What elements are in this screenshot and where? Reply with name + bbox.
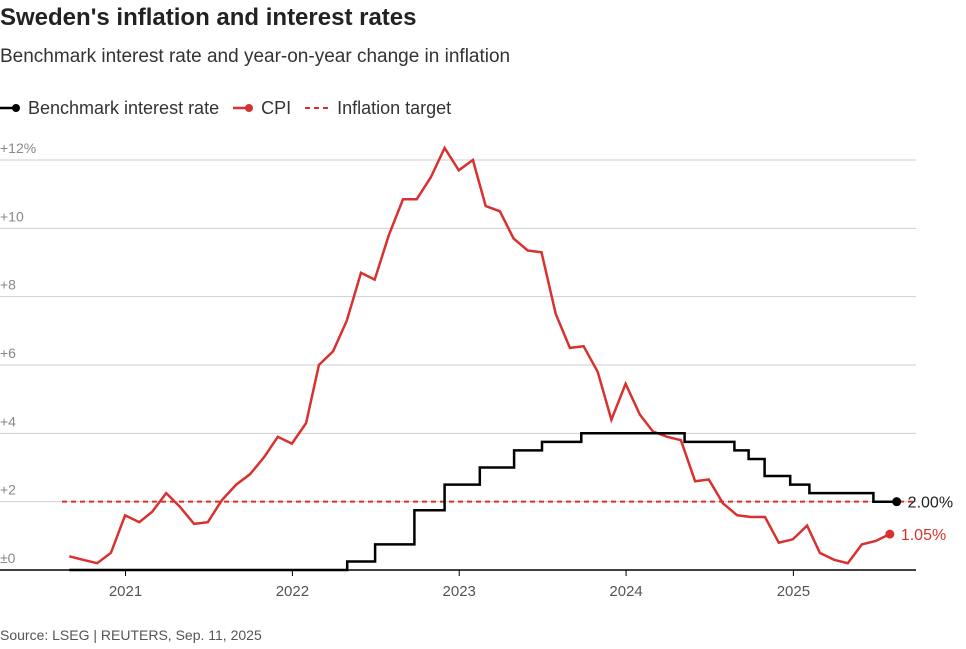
end-labels: 1.05% 2.00%: [885, 495, 953, 544]
legend-rate-label: Benchmark interest rate: [28, 97, 220, 118]
benchmark-rate-line-end-label: 2.00%: [908, 495, 953, 512]
cpi-line-end-marker: [885, 529, 895, 539]
x-tick-label: 2021: [109, 583, 142, 600]
source-note: Source: LSEG | REUTERS, Sep. 11, 2025: [0, 627, 262, 643]
x-tick-label: 2022: [276, 583, 309, 600]
x-tick-label: 2024: [609, 583, 642, 600]
chart-title: Sweden's inflation and interest rates: [0, 4, 417, 31]
legend: Benchmark interest rate CPI Inflation ta…: [0, 96, 465, 120]
benchmark-rate-line-end-marker: [892, 497, 902, 507]
cpi-line: [68, 145, 891, 565]
x-tick-label: 2025: [777, 583, 810, 600]
legend-item-cpi: CPI: [233, 98, 291, 119]
legend-rate-marker-icon: [0, 104, 20, 112]
legend-target-dash-icon: [305, 107, 330, 109]
gridlines: [0, 159, 916, 571]
legend-cpi-label: CPI: [261, 97, 292, 118]
y-axis-ticks: ±0 +2 +4 +6 +8 +10 +12%: [0, 140, 36, 566]
y-tick-label: +10: [0, 208, 24, 224]
y-tick-label: +2: [0, 482, 16, 498]
legend-cpi-marker-icon: [233, 104, 254, 112]
y-tick-label: +12%: [0, 140, 36, 156]
x-axis-ticks: 2021 2022 2023 2024 2025: [109, 570, 810, 600]
series-layer: [68, 145, 897, 572]
y-tick-label: +8: [0, 277, 16, 293]
benchmark-rate-line: [69, 432, 897, 572]
cpi-line-end-label: 1.05%: [901, 527, 946, 544]
y-tick-label: +6: [0, 345, 16, 361]
x-tick-label: 2023: [443, 583, 476, 600]
chart-subtitle: Benchmark interest rate and year-on-year…: [0, 46, 511, 67]
y-tick-label: +4: [0, 413, 16, 429]
legend-item-target: Inflation target: [305, 98, 451, 119]
y-tick-label: ±0: [0, 550, 16, 566]
legend-target-label: Inflation target: [337, 97, 452, 118]
legend-item-rate: Benchmark interest rate: [0, 98, 219, 119]
